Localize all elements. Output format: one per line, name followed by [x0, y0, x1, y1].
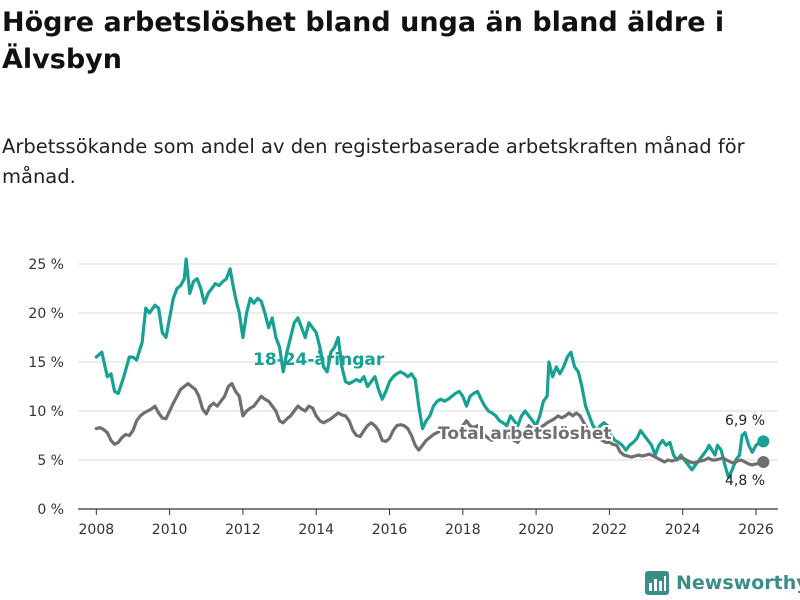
- y-tick-label: 10 %: [28, 404, 64, 420]
- x-tick-label: 2012: [225, 522, 261, 538]
- youth-series-line: [94, 257, 765, 480]
- x-tick-label: 2022: [592, 522, 628, 538]
- x-tick-label: 2020: [518, 522, 554, 538]
- chart-title: Högre arbetslöshet bland unga än bland ä…: [2, 7, 725, 75]
- chart-subtitle: Arbetssökande som andel av den registerb…: [2, 135, 745, 188]
- brand-name: Newsworthy: [676, 572, 800, 594]
- total-series-label: Total arbetslöshet: [438, 424, 612, 444]
- x-tick-label: 2014: [298, 522, 334, 538]
- youth-end-value-label: 6,9 %: [725, 413, 765, 429]
- x-tick-label: 2008: [79, 522, 115, 538]
- y-tick-label: 20 %: [28, 306, 64, 322]
- x-tick-label: 2016: [372, 522, 408, 538]
- y-tick-label: 15 %: [28, 355, 64, 371]
- total-end-point: [757, 455, 770, 468]
- x-tick-label: 2026: [738, 522, 774, 538]
- y-tick-label: 25 %: [28, 257, 64, 273]
- series-labels: 18-24-åringar Total arbetslöshet 6,9 % 4,8 …: [253, 348, 765, 489]
- newsworthy-logo: Newsworthy: [644, 568, 800, 598]
- youth-series-label: 18-24-åringar: [253, 348, 385, 370]
- x-tick-label: 2024: [665, 522, 701, 538]
- y-tick-label: 0 %: [37, 502, 64, 518]
- total-end-value-label: 4,8 %: [725, 473, 765, 489]
- youth-end-point: [757, 435, 770, 448]
- x-axis-ticks: 2008 2010 2012 2014 2016 2018 2020 2022 2024 2026: [79, 509, 774, 538]
- x-tick-label: 2018: [445, 522, 481, 538]
- total-series-line: [94, 382, 765, 467]
- series-lines: [94, 257, 770, 480]
- y-tick-label: 5 %: [37, 453, 64, 469]
- x-tick-label: 2010: [152, 522, 188, 538]
- y-axis-ticks: 0 % 5 % 10 % 15 % 20 % 25 %: [28, 257, 64, 518]
- newsworthy-logo-icon: [645, 571, 669, 595]
